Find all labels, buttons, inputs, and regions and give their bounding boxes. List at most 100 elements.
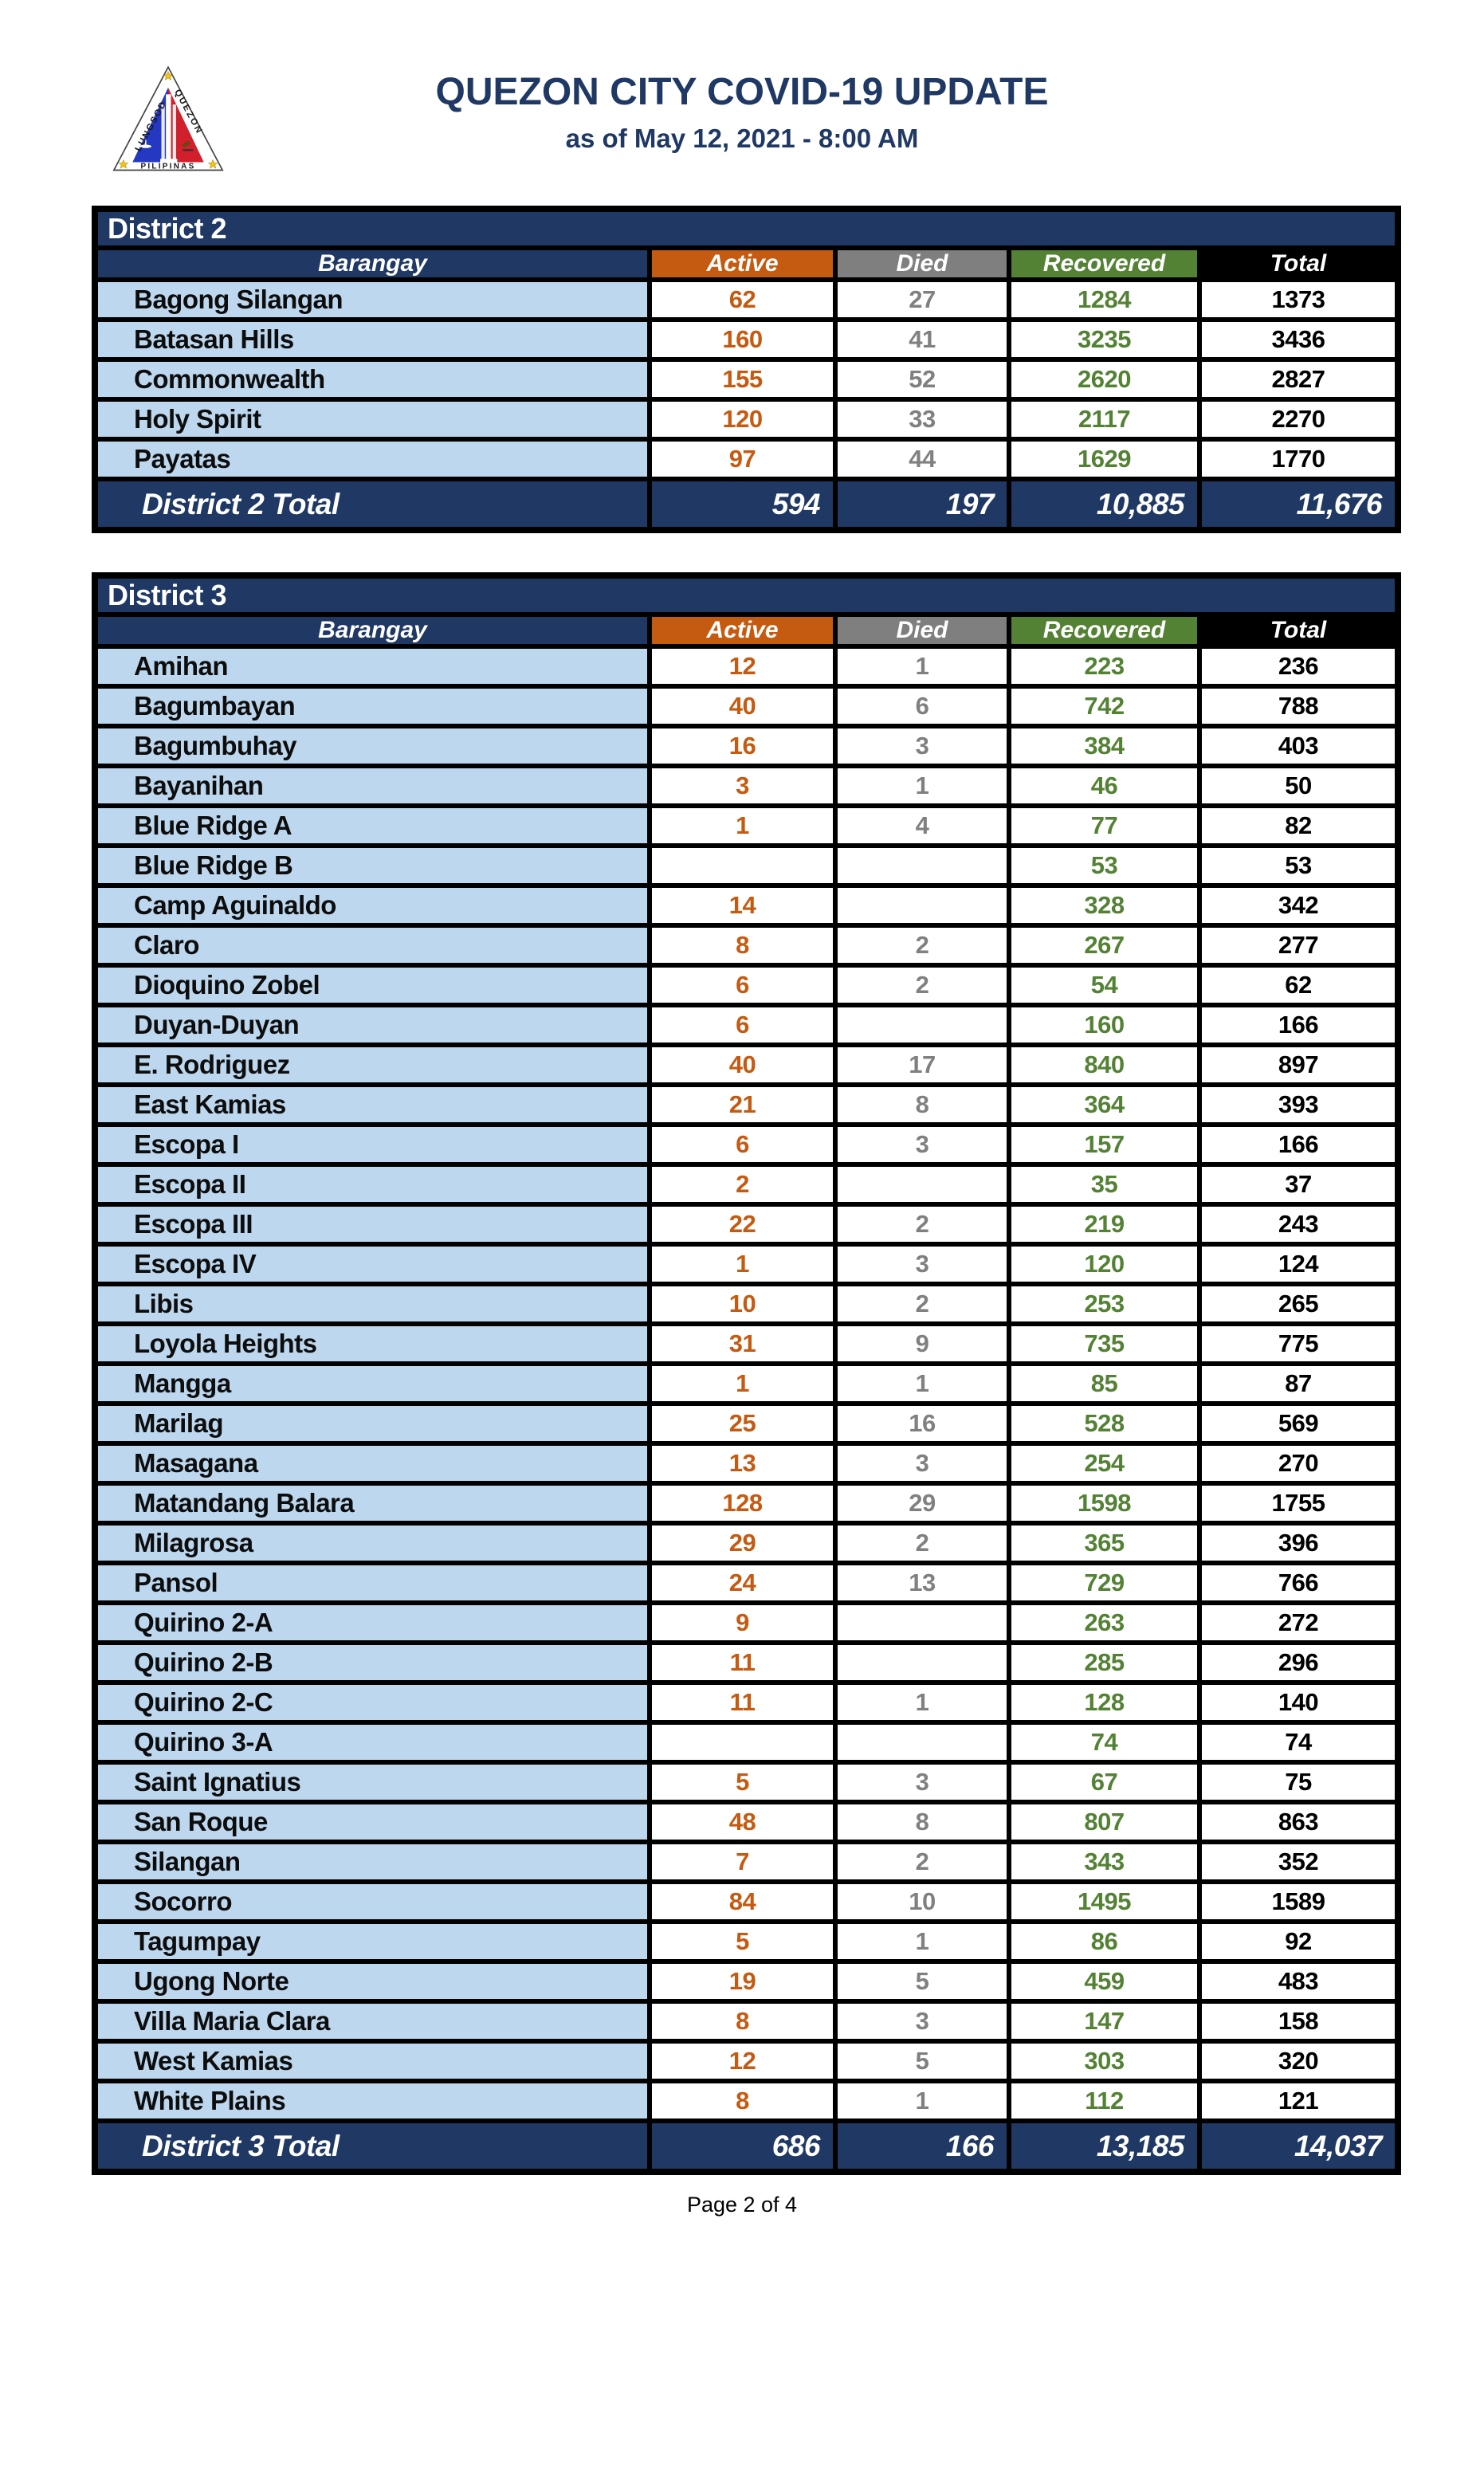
- died-cell: 9: [833, 1321, 1011, 1366]
- table-row: Socorro 84 10 1495 1589: [92, 1879, 1400, 1924]
- active-cell: 9: [647, 1600, 838, 1645]
- total-cell: 1755: [1197, 1481, 1400, 1526]
- table-row: Escopa I 6 3 157 166: [92, 1122, 1400, 1167]
- active-cell: 13: [647, 1441, 838, 1486]
- total-cell: 158: [1197, 1999, 1400, 2044]
- recovered-cell: 253: [1007, 1282, 1202, 1326]
- recovered-cell: 147: [1007, 1999, 1202, 2044]
- died-cell: 3: [833, 1760, 1011, 1804]
- total-cell: 74: [1197, 1720, 1400, 1765]
- died-cell: 10: [833, 1879, 1011, 1924]
- page-title: QUEZON CITY COVID-19 UPDATE: [435, 71, 1049, 113]
- barangay-name-cell: Batasan Hills: [92, 317, 652, 362]
- active-cell: 1: [647, 1361, 838, 1406]
- died-cell: 3: [833, 1999, 1011, 2044]
- barangay-name-cell: White Plains: [92, 2079, 652, 2123]
- table-row: Payatas 97 44 1629 1770: [92, 437, 1400, 481]
- page-header: LUNGSOD QUEZON PILIPINAS QUEZON CITY COV…: [0, 0, 1484, 206]
- recovered-cell: 2620: [1007, 357, 1202, 402]
- seal-text-bottom: PILIPINAS: [141, 162, 196, 171]
- active-cell: 8: [647, 923, 838, 968]
- table-row: Blue Ridge A 1 4 77 82: [92, 803, 1400, 848]
- column-header-total: Total: [1197, 612, 1400, 649]
- total-cell: 863: [1197, 1800, 1400, 1844]
- recovered-cell: 128: [1007, 1680, 1202, 1725]
- died-cell: 17: [833, 1043, 1011, 1087]
- table-row: Libis 10 2 253 265: [92, 1282, 1400, 1326]
- active-cell: 21: [647, 1082, 838, 1127]
- column-header-row: Barangay Active Died Recovered Total: [92, 612, 1400, 649]
- table-row: Marilag 25 16 528 569: [92, 1401, 1400, 1446]
- table-row: E. Rodriguez 40 17 840 897: [92, 1043, 1400, 1087]
- table-row: East Kamias 21 8 364 393: [92, 1082, 1400, 1127]
- active-cell: 155: [647, 357, 838, 402]
- total-cell: 766: [1197, 1561, 1400, 1605]
- recovered-cell: 160: [1007, 1003, 1202, 1047]
- died-cell: 27: [833, 277, 1011, 322]
- active-cell: 12: [647, 644, 838, 689]
- barangay-name-cell: Saint Ignatius: [92, 1760, 652, 1804]
- barangay-name-cell: Milagrosa: [92, 1521, 652, 1565]
- total-cell: 393: [1197, 1082, 1400, 1127]
- recovered-cell: 364: [1007, 1082, 1202, 1127]
- died-cell: 2: [833, 1282, 1011, 1326]
- died-cell: 33: [833, 397, 1011, 442]
- recovered-cell: 285: [1007, 1640, 1202, 1685]
- total-cell: 270: [1197, 1441, 1400, 1486]
- active-cell: 8: [647, 1999, 838, 2044]
- died-cell: 4: [833, 803, 1011, 848]
- died-cell: [833, 843, 1011, 888]
- total-cell: 1589: [1197, 1879, 1400, 1924]
- barangay-name-cell: East Kamias: [92, 1082, 652, 1127]
- died-cell: 3: [833, 1122, 1011, 1167]
- table-row: Villa Maria Clara 8 3 147 158: [92, 1999, 1400, 2044]
- recovered-cell: 1284: [1007, 277, 1202, 322]
- barangay-name-cell: Bagong Silangan: [92, 277, 652, 322]
- total-cell: 92: [1197, 1919, 1400, 1964]
- table-row: Pansol 24 13 729 766: [92, 1561, 1400, 1605]
- table-row: Tagumpay 5 1 86 92: [92, 1919, 1400, 1964]
- barangay-name-cell: Escopa I: [92, 1122, 652, 1167]
- died-cell: [833, 883, 1011, 928]
- died-cell: 5: [833, 2039, 1011, 2083]
- district-2-title: District 2: [92, 206, 1400, 250]
- table-row: Holy Spirit 120 33 2117 2270: [92, 397, 1400, 442]
- active-cell: 3: [647, 764, 838, 808]
- barangay-name-cell: Marilag: [92, 1401, 652, 1446]
- table-row: Ugong Norte 19 5 459 483: [92, 1959, 1400, 2004]
- page-number: Page 2 of 4: [686, 2193, 798, 2217]
- table-row: Saint Ignatius 5 3 67 75: [92, 1760, 1400, 1804]
- recovered-cell: 343: [1007, 1840, 1202, 1884]
- barangay-name-cell: Quirino 3-A: [92, 1720, 652, 1765]
- column-header-active: Active: [647, 612, 838, 649]
- total-cell: 897: [1197, 1043, 1400, 1087]
- recovered-cell: 303: [1007, 2039, 1202, 2083]
- district-2-total-row: District 2 Total 594 197 10,885 11,676: [92, 477, 1400, 532]
- died-cell: 2: [833, 923, 1011, 968]
- total-cell: 265: [1197, 1282, 1400, 1326]
- active-cell: 14: [647, 883, 838, 928]
- column-header-recovered: Recovered: [1007, 245, 1202, 282]
- column-header-died: Died: [833, 612, 1011, 649]
- active-cell: [647, 843, 838, 888]
- seal-blue-half: [132, 87, 168, 163]
- district-total-died: 197: [833, 477, 1011, 532]
- died-cell: 1: [833, 2079, 1011, 2123]
- recovered-cell: 1598: [1007, 1481, 1202, 1526]
- barangay-name-cell: Duyan-Duyan: [92, 1003, 652, 1047]
- barangay-name-cell: Loyola Heights: [92, 1321, 652, 1366]
- table-row: West Kamias 12 5 303 320: [92, 2039, 1400, 2083]
- active-cell: 84: [647, 1879, 838, 1924]
- barangay-name-cell: Camp Aguinaldo: [92, 883, 652, 928]
- active-cell: 5: [647, 1760, 838, 1804]
- recovered-cell: 53: [1007, 843, 1202, 888]
- died-cell: 1: [833, 1680, 1011, 1725]
- active-cell: 1: [647, 803, 838, 848]
- recovered-cell: 67: [1007, 1760, 1202, 1804]
- barangay-name-cell: Mangga: [92, 1361, 652, 1406]
- recovered-cell: 384: [1007, 724, 1202, 768]
- active-cell: 2: [647, 1162, 838, 1207]
- total-cell: 272: [1197, 1600, 1400, 1645]
- died-cell: [833, 1003, 1011, 1047]
- active-cell: 31: [647, 1321, 838, 1366]
